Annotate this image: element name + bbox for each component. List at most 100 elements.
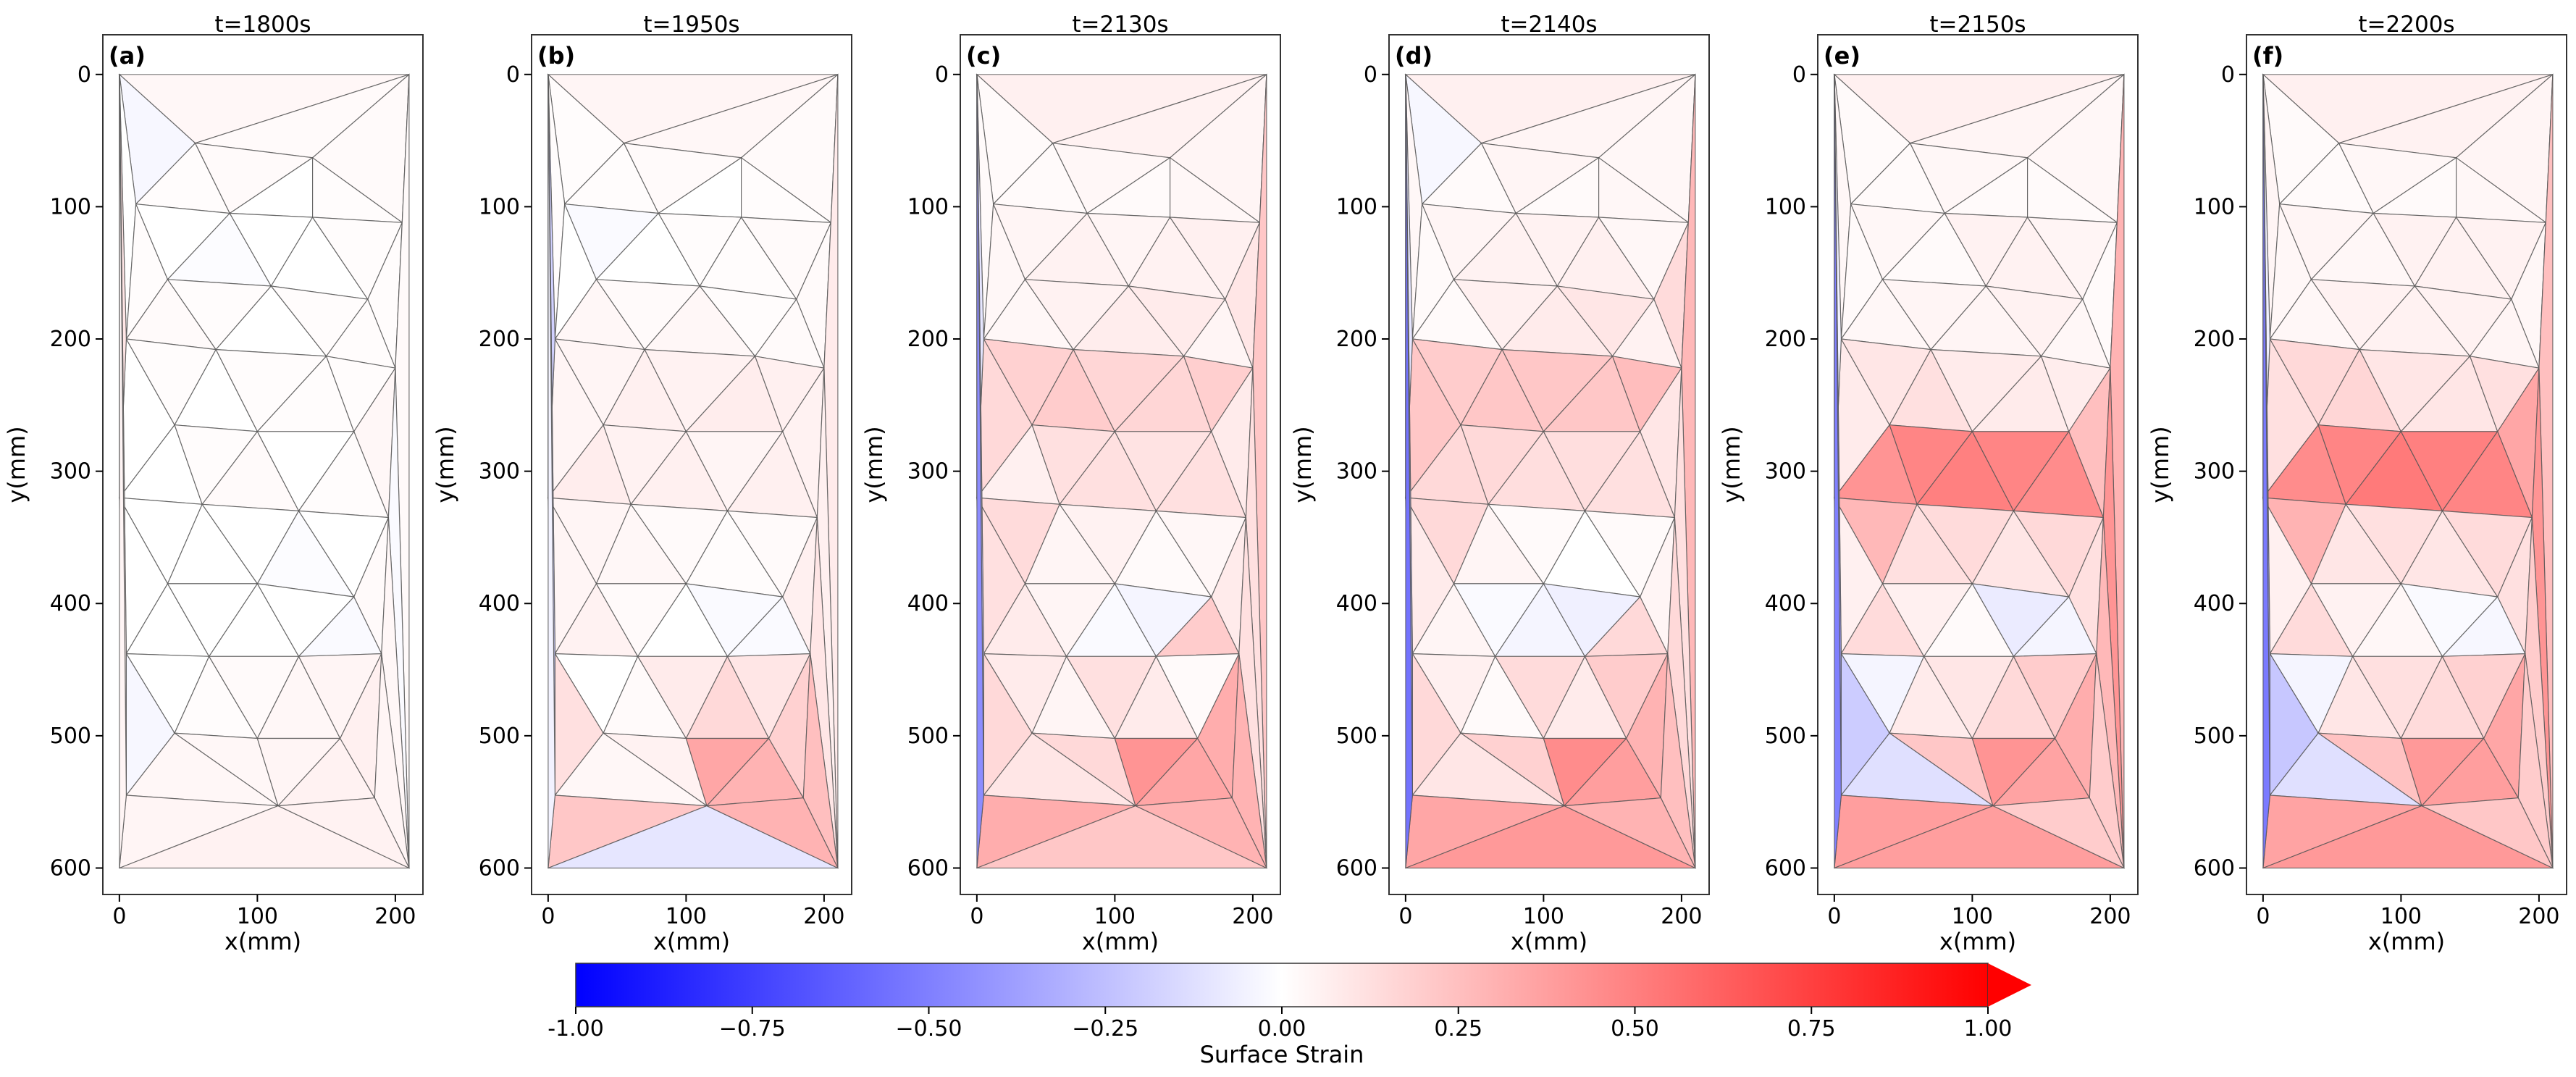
x-axis-label: x(mm): [1511, 928, 1587, 955]
colorbar-extend-arrow: [1988, 963, 2031, 1007]
y-tick-label: 100: [50, 194, 91, 219]
x-tick-label: 100: [2380, 904, 2422, 929]
colorbar-tick-label: 1.00: [1964, 1016, 2013, 1042]
colorbar-tick-label: −0.25: [1072, 1016, 1138, 1042]
y-tick-label: 0: [2221, 62, 2235, 88]
colorbar-tick-label: -1.00: [547, 1016, 604, 1042]
y-tick-label: 400: [479, 591, 520, 616]
colorbar-tick-label: −0.50: [896, 1016, 962, 1042]
y-tick-label: 0: [1792, 62, 1806, 88]
colorbar-tick-label: 0.50: [1611, 1016, 1659, 1042]
panel-title: t=2130s: [1072, 12, 1168, 38]
y-tick-label: 600: [1336, 855, 1377, 881]
y-tick-label: 400: [2194, 591, 2235, 616]
y-tick-label: 500: [1765, 724, 1806, 749]
panel-title: t=2150s: [1929, 12, 2026, 38]
y-tick-label: 300: [1765, 459, 1806, 485]
y-tick-label: 400: [50, 591, 91, 616]
y-tick-label: 100: [2194, 194, 2235, 219]
y-tick-label: 200: [907, 327, 949, 352]
panel-tag: (a): [109, 42, 146, 70]
y-tick-label: 100: [479, 194, 520, 219]
mesh-triangle: [119, 74, 127, 868]
panel-c: 0 100 200 0 100 200 300 400 500 600 x(mm) y(mm) t=21…: [860, 12, 1281, 955]
y-tick-label: 0: [506, 62, 520, 88]
panel-f: 0 100 200 0 100 200 300 400 500 600 x(mm) y(mm) t=22…: [2147, 12, 2567, 955]
y-axis-label: y(mm): [1289, 426, 1317, 503]
y-tick-label: 200: [1765, 327, 1806, 352]
y-tick-label: 100: [1336, 194, 1377, 219]
panel-tag: (c): [966, 42, 1001, 70]
y-tick-label: 100: [1765, 194, 1806, 219]
x-tick-label: 200: [1232, 904, 1273, 929]
x-axis-label: x(mm): [1939, 928, 2016, 955]
y-tick-label: 300: [50, 459, 91, 485]
panel-tag: (e): [1824, 42, 1860, 70]
panel-b: 0 100 200 0 100 200 300 400 500 600 x(mm) y(mm) t=19…: [432, 12, 852, 955]
panel-tag: (d): [1395, 42, 1432, 70]
mesh-triangle: [1834, 74, 1842, 868]
colorbar: -1.00 −0.75 −0.50 −0.25 0.00 0.25 0.50 0.75 1.00…: [547, 963, 2031, 1068]
x-tick-label: 200: [2089, 904, 2131, 929]
panel-tag: (f): [2252, 42, 2283, 70]
colorbar-tick-label: 0.00: [1258, 1016, 1306, 1042]
panel-d: 0 100 200 0 100 200 300 400 500 600 x(mm) y(mm) t=21…: [1289, 12, 1710, 955]
y-tick-label: 0: [1364, 62, 1377, 88]
x-tick-label: 100: [666, 904, 707, 929]
x-tick-label: 100: [1094, 904, 1136, 929]
axes-frame: [2246, 34, 2567, 895]
colorbar-tick-label: 0.75: [1787, 1016, 1836, 1042]
y-axis-label: y(mm): [1718, 426, 1745, 503]
y-tick-label: 600: [2194, 855, 2235, 881]
mesh-triangle: [2262, 74, 2271, 868]
y-tick-label: 300: [2194, 459, 2235, 485]
x-tick-label: 100: [1952, 904, 1993, 929]
colorbar-label: Surface Strain: [1200, 1041, 1364, 1068]
x-axis-label: x(mm): [1082, 928, 1159, 955]
mesh-triangle: [1133, 797, 1268, 869]
y-tick-label: 300: [479, 459, 520, 485]
y-tick-label: 400: [1336, 591, 1377, 616]
x-tick-label: 200: [2518, 904, 2559, 929]
y-tick-label: 200: [1336, 327, 1377, 352]
colorbar-bar: [575, 963, 1989, 1007]
x-tick-label: 0: [970, 904, 983, 929]
y-tick-label: 600: [479, 855, 520, 881]
y-tick-label: 600: [50, 855, 91, 881]
mesh-triangle: [976, 74, 985, 868]
y-tick-label: 500: [1336, 724, 1377, 749]
x-tick-label: 0: [1827, 904, 1841, 929]
axes-frame: [960, 34, 1281, 895]
y-tick-label: 0: [935, 62, 949, 88]
axes-frame: [1388, 34, 1710, 895]
y-tick-label: 400: [1765, 591, 1806, 616]
x-axis-label: x(mm): [225, 928, 301, 955]
mesh-triangle: [276, 797, 411, 869]
panel-title: t=1800s: [214, 12, 311, 38]
x-tick-label: 200: [1661, 904, 1702, 929]
axes-frame: [531, 34, 852, 895]
x-tick-label: 0: [541, 904, 555, 929]
y-tick-label: 500: [907, 724, 949, 749]
panels-layer: 0 100 200 0 100 200 300 400 500 600 x(mm) y(mm) t=18…: [3, 12, 2567, 955]
colorbar-tick-label: −0.75: [719, 1016, 786, 1042]
mesh-triangle: [547, 74, 556, 868]
mesh-triangle: [1405, 74, 1414, 868]
x-tick-label: 100: [237, 904, 278, 929]
y-tick-label: 300: [1336, 459, 1377, 485]
y-tick-label: 200: [50, 327, 91, 352]
mesh-triangle: [2420, 797, 2554, 869]
axes-frame: [1817, 34, 2139, 895]
y-axis-label: y(mm): [3, 426, 30, 503]
y-tick-label: 600: [1765, 855, 1806, 881]
x-tick-label: 100: [1523, 904, 1564, 929]
y-tick-label: 100: [907, 194, 949, 219]
x-axis-label: x(mm): [2368, 928, 2445, 955]
panel-a: 0 100 200 0 100 200 300 400 500 600 x(mm) y(mm) t=18…: [3, 12, 424, 955]
x-tick-label: 200: [803, 904, 844, 929]
panel-e: 0 100 200 0 100 200 300 400 500 600 x(mm) y(mm) t=21…: [1718, 12, 2139, 955]
colorbar-tick-label: 0.25: [1434, 1016, 1482, 1042]
x-tick-label: 0: [112, 904, 126, 929]
panel-title: t=2200s: [2358, 12, 2454, 38]
